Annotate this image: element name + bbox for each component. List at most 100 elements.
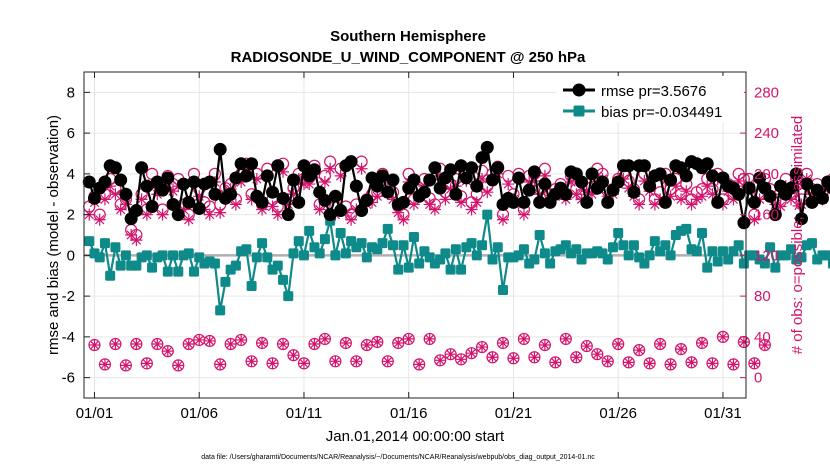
obs-assimilated-point bbox=[277, 165, 290, 178]
bias-point bbox=[246, 280, 257, 291]
obs-bottom-star bbox=[570, 351, 582, 363]
rmse-point bbox=[664, 173, 678, 187]
bias-point bbox=[492, 242, 503, 253]
obs-bottom-star bbox=[246, 355, 258, 367]
obs-assimilated-point bbox=[805, 188, 818, 201]
rmse-point bbox=[789, 167, 803, 181]
obs-bottom-star bbox=[88, 339, 100, 351]
obs-assimilated-point bbox=[271, 208, 284, 221]
bias-point bbox=[110, 242, 121, 253]
rmse-point bbox=[396, 195, 410, 209]
y-left-tick-label: -4 bbox=[62, 329, 75, 346]
rmse-point bbox=[711, 195, 725, 209]
bias-point bbox=[628, 240, 639, 251]
rmse-point bbox=[643, 179, 657, 193]
bias-point bbox=[288, 248, 299, 259]
obs-bottom-star bbox=[686, 356, 698, 368]
rmse-point bbox=[747, 195, 761, 209]
obs-bottom-star bbox=[256, 337, 268, 349]
obs-assimilated-point bbox=[214, 206, 227, 219]
y-right-tick-label: 280 bbox=[754, 84, 779, 101]
rmse-point bbox=[344, 155, 358, 169]
bias-point bbox=[471, 250, 482, 261]
bias-point bbox=[827, 258, 830, 269]
obs-assimilated-point bbox=[774, 200, 787, 213]
bias-point bbox=[382, 223, 393, 234]
obs-bottom-star bbox=[267, 357, 279, 369]
bias-point bbox=[257, 238, 268, 249]
obs-bottom-star bbox=[350, 355, 362, 367]
obs-assimilated-point bbox=[104, 180, 117, 193]
bias-point bbox=[786, 244, 797, 255]
bias-point bbox=[477, 240, 488, 251]
x-tick-label: 01/31 bbox=[704, 405, 742, 422]
obs-bottom-star bbox=[633, 344, 645, 356]
obs-bottom-star bbox=[623, 356, 635, 368]
obs-bottom-star bbox=[654, 338, 666, 350]
y-left-tick-label: 0 bbox=[67, 247, 75, 264]
bias-point bbox=[529, 254, 540, 265]
rmse-point bbox=[156, 183, 170, 197]
x-tick-label: 01/11 bbox=[286, 405, 322, 422]
rmse-point bbox=[376, 169, 390, 183]
obs-assimilated-point bbox=[748, 213, 761, 226]
obs-assimilated-point bbox=[727, 193, 740, 206]
x-axis-label: Jan.01,2014 00:00:00 start bbox=[326, 428, 505, 445]
obs-assimilated-point bbox=[250, 172, 263, 185]
y-left-tick-label: -6 bbox=[62, 370, 75, 387]
obs-bottom-star bbox=[120, 359, 132, 371]
bias-point bbox=[147, 262, 158, 273]
bias-point bbox=[173, 266, 184, 277]
obs-assimilated-point bbox=[481, 186, 494, 199]
bias-point bbox=[209, 258, 220, 269]
bias-point bbox=[298, 250, 309, 261]
rmse-point bbox=[522, 183, 536, 197]
obs-bottom-star bbox=[539, 339, 551, 351]
obs-assimilated-point bbox=[177, 203, 190, 216]
y-right-tick-label: 120 bbox=[754, 247, 779, 264]
rmse-point bbox=[224, 187, 238, 201]
rmse-point bbox=[234, 157, 248, 171]
rmse-point bbox=[795, 212, 809, 226]
bias-point bbox=[539, 248, 550, 259]
obs-bottom-star bbox=[235, 334, 247, 346]
obs-assimilated-point bbox=[732, 175, 745, 188]
bias-point bbox=[534, 230, 545, 240]
y-left-tick-label: -2 bbox=[62, 288, 75, 305]
rmse-point bbox=[145, 199, 159, 213]
rmse-point bbox=[297, 159, 311, 173]
x-tick-label: 01/06 bbox=[180, 405, 218, 422]
rmse-point bbox=[732, 187, 746, 201]
rmse-point bbox=[108, 161, 122, 175]
rmse-point bbox=[114, 173, 128, 187]
rmse-point bbox=[208, 187, 222, 201]
rmse-point bbox=[768, 208, 782, 222]
rmse-point bbox=[281, 208, 295, 222]
bias-point bbox=[697, 227, 708, 238]
obs-bottom-series bbox=[88, 330, 771, 372]
obs-bottom-star bbox=[665, 358, 677, 370]
bias-point bbox=[215, 305, 226, 316]
rmse-point bbox=[658, 195, 672, 209]
chart-title-line1: Southern Hemisphere bbox=[330, 28, 486, 45]
obs-bottom-star bbox=[424, 333, 436, 345]
rmse-point bbox=[187, 175, 201, 189]
bias-point bbox=[765, 242, 776, 253]
bias-point bbox=[649, 236, 660, 247]
obs-assimilated-point bbox=[439, 193, 452, 206]
rmse-point bbox=[423, 173, 437, 187]
bias-point bbox=[806, 238, 817, 249]
obs-assimilated-point bbox=[407, 198, 420, 211]
bias-point bbox=[278, 274, 289, 285]
legend-bias-label: bias pr=-0.034491 bbox=[601, 104, 722, 121]
obs-bottom-star bbox=[518, 333, 530, 345]
bias-point bbox=[497, 285, 508, 296]
bias-point bbox=[717, 246, 728, 257]
rmse-point bbox=[182, 195, 196, 209]
obs-assimilated-point bbox=[355, 162, 368, 175]
obs-assimilated-point bbox=[193, 190, 206, 203]
bias-point bbox=[393, 264, 404, 275]
bias-point bbox=[822, 250, 830, 261]
bias-point bbox=[482, 209, 493, 220]
y-right-tick-label: 80 bbox=[754, 288, 771, 305]
